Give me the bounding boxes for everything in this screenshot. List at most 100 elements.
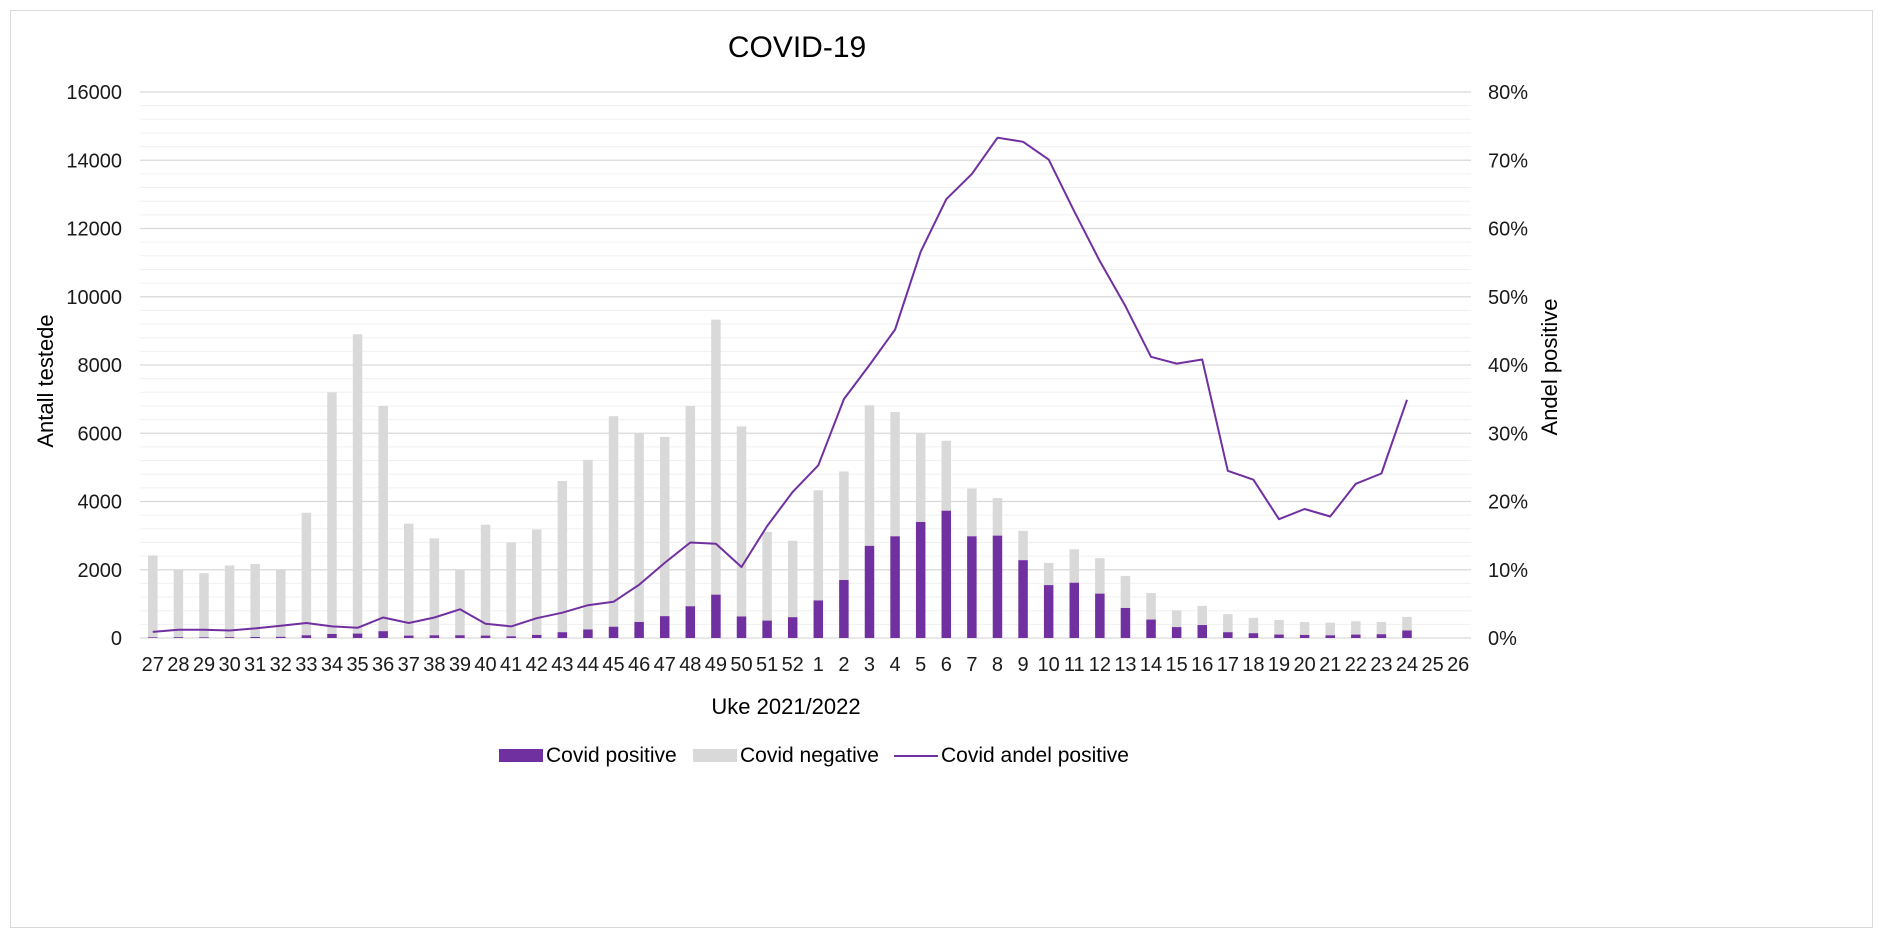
bar-covid-negative [1197,605,1207,626]
bar-covid-negative [1043,562,1054,586]
x-tick-label: 35 [346,654,368,676]
bar-covid-positive [941,510,952,638]
bar-covid-negative [659,437,670,617]
bar-covid-positive [224,637,235,638]
y-tick-label: 0 [111,628,122,650]
bar-covid-negative [813,490,824,601]
bar-covid-negative [1146,592,1156,620]
bar-covid-negative [557,481,568,633]
bar-covid-negative [608,416,619,627]
bar-covid-negative [864,405,875,546]
bar-covid-positive [1325,635,1335,638]
y2-tick-label: 60% [1488,219,1528,241]
y-tick-label: 10000 [66,287,122,309]
bar-covid-positive [1376,634,1387,638]
x-tick-label: 50 [730,654,752,676]
x-tick-label: 18 [1242,654,1264,676]
bar-covid-positive [813,600,824,638]
x-tick-label: 26 [1447,654,1469,676]
x-tick-label: 1 [813,654,824,676]
bar-covid-positive [711,594,721,638]
y2-tick-label: 10% [1488,560,1528,582]
y2-tick-label: 20% [1488,492,1528,514]
bar-covid-negative [301,512,312,636]
x-tick-label: 6 [941,654,952,676]
bar-covid-positive [276,636,286,638]
line-covid-andel-positive [152,136,1408,633]
bar-covid-positive [173,637,184,638]
bar-covid-negative [685,405,696,607]
bar-covid-negative [404,523,414,636]
y2-tick-label: 70% [1488,150,1528,172]
bar-covid-negative [1069,549,1080,583]
x-tick-label: 27 [142,654,164,676]
x-tick-label: 41 [500,654,522,676]
x-tick-label: 21 [1319,654,1341,676]
bar-covid-positive [531,634,542,638]
bar-covid-negative [941,440,952,511]
bar-covid-negative [839,471,849,580]
y-tick-label: 14000 [66,150,122,172]
x-tick-label: 45 [602,654,624,676]
x-tick-label: 28 [167,654,189,676]
covid-chart: 0 2000 4000 6000 8000 10000 12000 14000 16000 0%… [33,31,1562,767]
bar-covid-negative [455,569,465,636]
chart-frame: 0 2000 4000 6000 8000 10000 12000 14000 16000 0%… [10,10,1873,928]
right-axis-ticks: 0% 10% 20% 30% 40% 50% 60% 70% 80% [1488,82,1528,650]
x-tick-label: 12 [1089,654,1111,676]
bar-covid-positive [301,635,312,638]
x-tick-label: 40 [474,654,496,676]
bar-covid-negative [1248,617,1259,634]
x-axis-ticks: 27 28 29 30 31 32 33 34 35 36 37 38 39 40 41 42 43 44 45 46… [142,654,1470,676]
bar-covid-positive [1274,634,1284,638]
bar-covid-negative [224,565,235,638]
x-tick-label: 16 [1191,654,1213,676]
bar-covid-positive [250,636,260,638]
x-tick-label: 8 [992,654,1003,676]
x-tick-label: 22 [1345,654,1367,676]
y-tick-label: 6000 [78,423,123,445]
bar-covid-negative [915,433,926,522]
bar-covid-positive [1146,619,1156,638]
x-tick-label: 47 [654,654,676,676]
legend-label-line: Covid andel positive [941,744,1129,767]
x-tick-label: 13 [1114,654,1136,676]
y2-tick-label: 40% [1488,355,1528,377]
x-tick-label: 31 [244,654,266,676]
bar-covid-negative [250,563,260,637]
y2-tick-label: 30% [1488,423,1528,445]
y2-axis-label: Andel positive [1537,299,1562,436]
bar-covid-positive [1095,593,1105,638]
bar-covid-negative [634,433,644,622]
x-tick-label: 14 [1140,654,1162,676]
bar-covid-negative [890,412,900,537]
x-tick-label: 24 [1396,654,1418,676]
x-tick-label: 15 [1166,654,1188,676]
x-tick-label: 20 [1294,654,1316,676]
y-tick-label: 8000 [78,355,123,377]
bar-covid-negative [531,529,542,635]
x-tick-label: 3 [864,654,875,676]
bar-covid-positive [1043,585,1054,638]
bar-covid-negative [327,392,337,634]
bar-covid-positive [890,536,900,638]
x-tick-label: 7 [966,654,977,676]
bar-covid-negative [1018,530,1028,561]
x-tick-label: 4 [890,654,901,676]
y-tick-label: 16000 [66,82,122,104]
x-tick-label: 44 [577,654,599,676]
bar-covid-positive [762,620,772,638]
x-tick-label: 23 [1370,654,1392,676]
bar-covid-positive [634,621,644,638]
bar-covid-positive [557,632,568,638]
bar-covid-positive [1069,582,1080,638]
y-axis-label: Antall testede [33,314,58,447]
bar-covid-negative [736,426,747,617]
bar-covid-negative [1351,621,1361,635]
bar-covid-negative [429,538,440,636]
bar-covid-positive [480,635,491,638]
legend: Covid positive Covid negative Covid ande… [499,744,1129,767]
bar-covid-negative [352,334,363,634]
bar-covid-positive [1223,632,1233,638]
bar-covid-negative [1095,558,1105,594]
